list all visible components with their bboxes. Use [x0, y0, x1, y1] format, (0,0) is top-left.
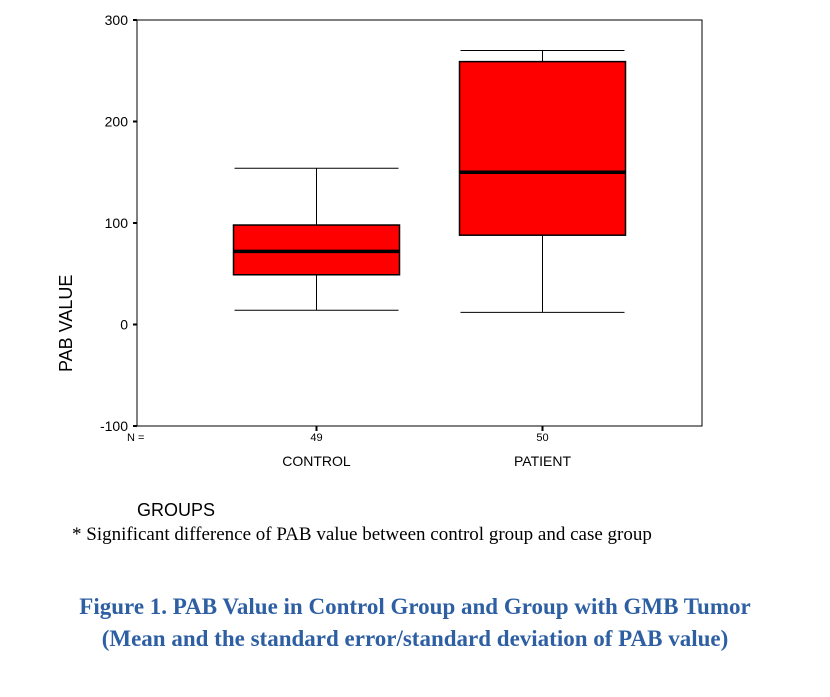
category-label: PATIENT: [514, 453, 571, 469]
interquartile-box: [458, 60, 627, 236]
figure-caption-line-2: (Mean and the standard error/standard de…: [101, 626, 729, 651]
y-axis-title: PAB VALUE: [56, 275, 76, 372]
box-group-control: [232, 167, 401, 311]
y-tick-label: 0: [120, 317, 128, 333]
n-count-prefix: N =: [127, 432, 144, 444]
y-axis: -100 0 100 200 300: [100, 12, 137, 434]
n-count-label: 49: [310, 432, 322, 444]
y-tick-label: -100: [100, 418, 128, 434]
figure-caption-line-1: Figure 1. PAB Value in Control Group and…: [79, 594, 751, 619]
category-label: CONTROL: [282, 453, 351, 469]
y-tick-label: 300: [105, 12, 129, 28]
box-series: [232, 49, 627, 313]
box-group-patient: [458, 49, 627, 313]
x-axis: 49 CONTROL 50 PATIENT: [282, 426, 571, 469]
y-tick-label: 200: [105, 114, 129, 130]
n-count-label: 50: [536, 432, 548, 444]
box-plot-chart: -100 0 100 200 300 49 CONTROL 50 PATIENT N = PA…: [56, 12, 703, 520]
x-axis-title: GROUPS: [137, 500, 215, 520]
y-tick-label: 100: [105, 215, 129, 231]
footnote: * Significant difference of PAB value be…: [72, 524, 652, 545]
